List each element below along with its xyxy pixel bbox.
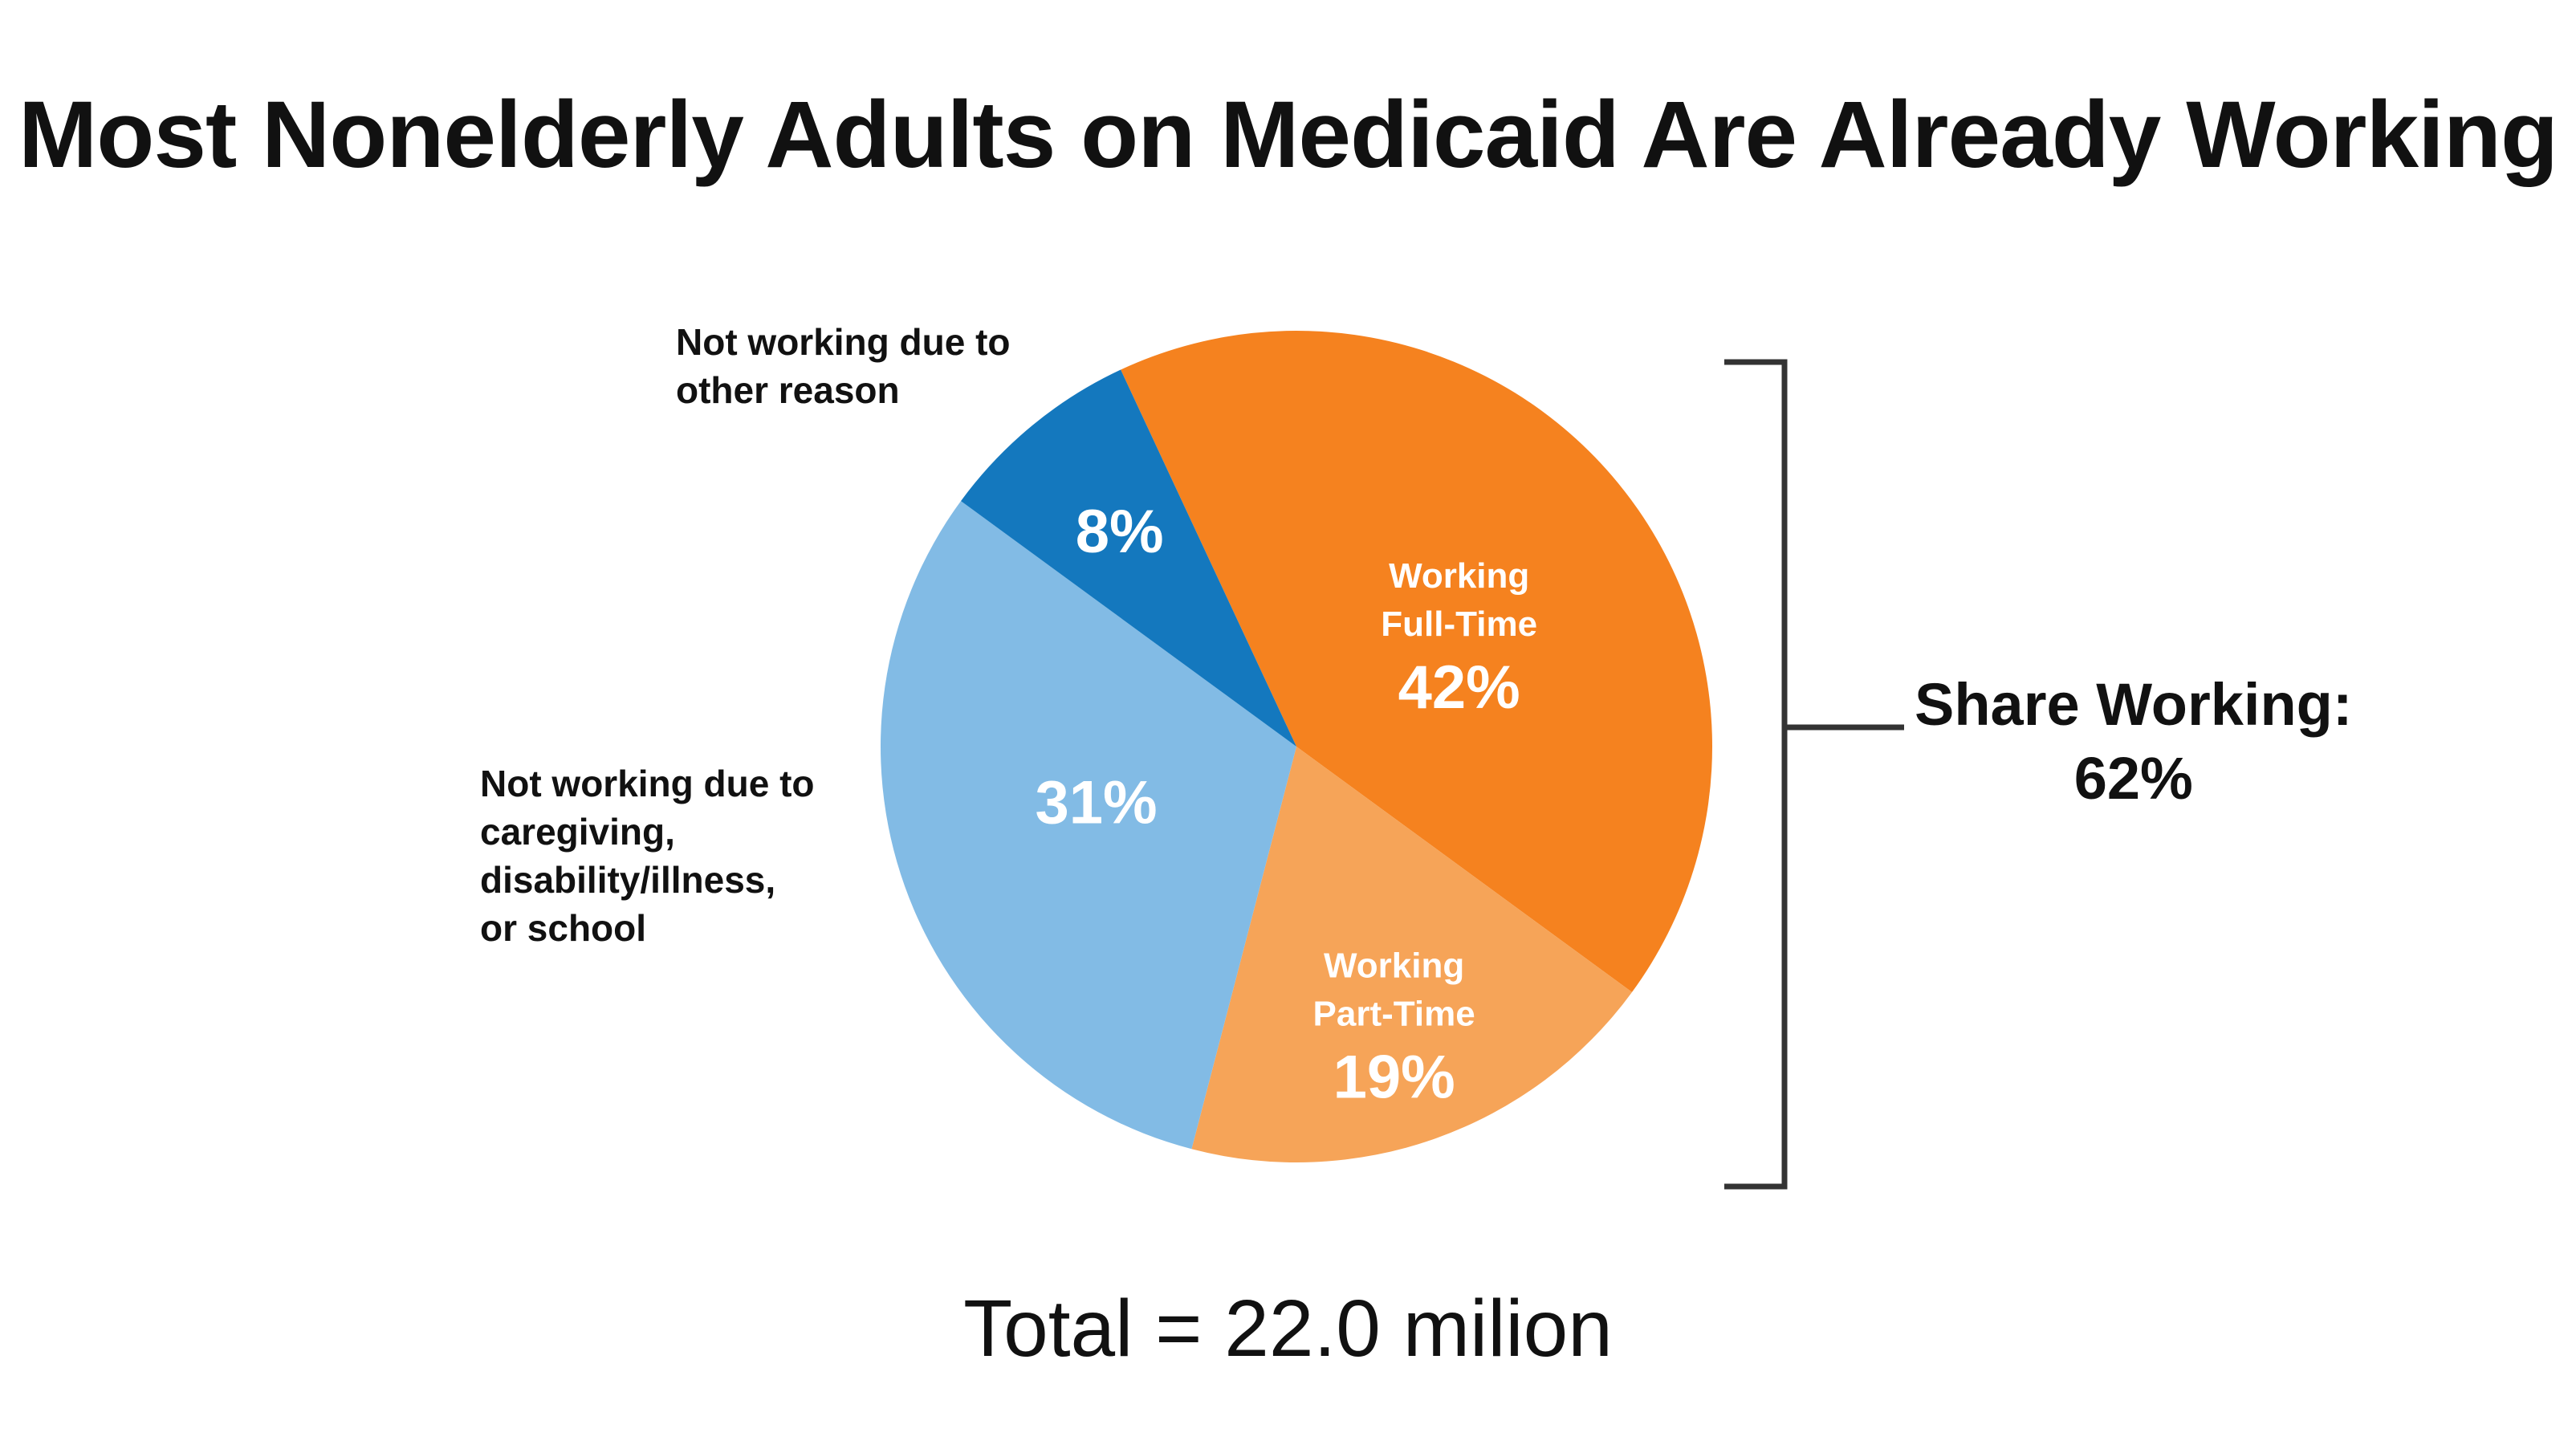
slice-name-label: Working bbox=[1324, 946, 1464, 986]
slice-value-label: 42% bbox=[1398, 653, 1520, 722]
total-label: Total = 22.0 milion bbox=[963, 1284, 1613, 1374]
pie-slice-not-working-due-to-other-reason bbox=[960, 369, 1296, 747]
share-working-bracket bbox=[1724, 359, 1904, 1190]
slice-value-label: 19% bbox=[1333, 1044, 1455, 1112]
label-not-working-other: Not working due to other reason bbox=[676, 318, 1011, 414]
label-line: caregiving, bbox=[480, 811, 675, 853]
pie-slice-working-part-time bbox=[1191, 747, 1633, 1162]
label-line: or school bbox=[480, 907, 647, 949]
pie-slice-labels: Working Full-Time 42% Working Part-Time 19% 31… bbox=[1035, 498, 1537, 1112]
bracket-line bbox=[1724, 359, 1788, 1190]
share-working: Share Working: 62% bbox=[1915, 668, 2353, 816]
label-line: Not working due to bbox=[480, 763, 815, 804]
slice-name-label: Full-Time bbox=[1381, 604, 1537, 644]
slice-value-label: 31% bbox=[1035, 769, 1157, 837]
label-not-working-caregiving: Not working due to caregiving, disabilit… bbox=[480, 759, 815, 952]
slice-name-label: Working bbox=[1389, 556, 1529, 596]
share-working-value: 62% bbox=[2073, 745, 2193, 812]
label-line: other reason bbox=[676, 369, 900, 411]
pie-slice-working-full-time bbox=[1121, 331, 1712, 992]
slice-name-label: Part-Time bbox=[1313, 995, 1475, 1034]
slice-value-label: 8% bbox=[1076, 498, 1164, 566]
label-line: Not working due to bbox=[676, 321, 1011, 363]
label-line: disability/illness, bbox=[480, 859, 776, 901]
pie-slices bbox=[881, 331, 1712, 1162]
pie-slice-not-working-due-to-caregiving-disability-illness-or-school bbox=[881, 501, 1296, 1150]
chart-title: Most Nonelderly Adults on Medicaid Are A… bbox=[18, 82, 2558, 188]
share-working-label: Share Working: bbox=[1915, 671, 2353, 738]
